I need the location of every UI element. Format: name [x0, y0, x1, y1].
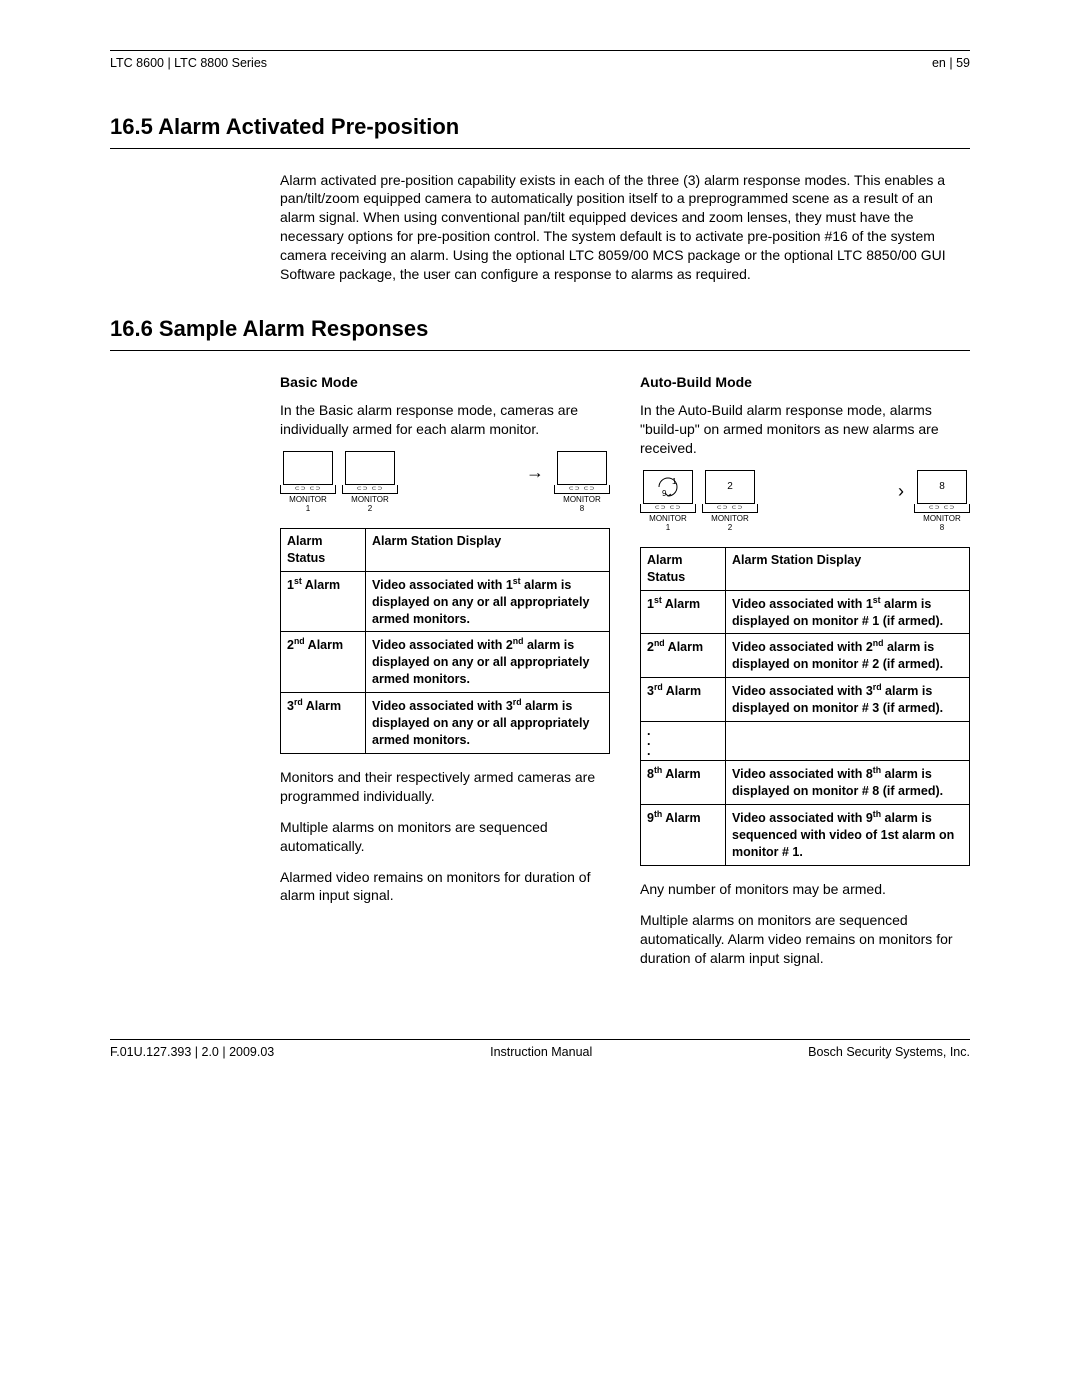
arrow-icon: →	[522, 460, 548, 504]
auto-th-status: Alarm Status	[641, 547, 726, 590]
section-16-6-title: 16.6 Sample Alarm Responses	[110, 314, 970, 351]
table-row: 1st Alarm Video associated with 1st alar…	[641, 590, 970, 634]
table-row: 8th Alarm Video associated with 8th alar…	[641, 761, 970, 805]
svg-text:1: 1	[672, 477, 677, 486]
table-row: 1st Alarm Video associated with 1st alar…	[281, 571, 610, 632]
auto-th-display: Alarm Station Display	[726, 547, 970, 590]
section-16-5-body: Alarm activated pre-position capability …	[280, 171, 970, 284]
section-16-5-title: 16.5 Alarm Activated Pre-position	[110, 112, 970, 149]
auto-note-1: Any number of monitors may be armed.	[640, 880, 970, 899]
auto-alarm-table: Alarm Status Alarm Station Display 1st A…	[640, 547, 970, 866]
auto-build-column: Auto-Build Mode In the Auto-Build alarm …	[640, 373, 970, 980]
header-right: en | 59	[932, 55, 970, 72]
basic-heading: Basic Mode	[280, 373, 610, 392]
auto-note-2: Multiple alarms on monitors are sequence…	[640, 911, 970, 968]
basic-alarm-table: Alarm Status Alarm Station Display 1st A…	[280, 528, 610, 754]
footer-right: Bosch Security Systems, Inc.	[808, 1044, 970, 1061]
header-rule	[110, 50, 970, 51]
page-footer: F.01U.127.393 | 2.0 | 2009.03 Instructio…	[110, 1044, 970, 1061]
arrow-icon: ›	[894, 479, 908, 523]
monitor-8: 8⊂⊃ ⊂⊃ MONITOR8	[914, 470, 970, 533]
basic-monitor-row: ⊂⊃ ⊂⊃ MONITOR1 ⊂⊃ ⊂⊃ MONITOR2 → ⊂⊃ ⊂⊃ MO…	[280, 451, 610, 514]
footer-center: Instruction Manual	[490, 1044, 592, 1061]
basic-th-status: Alarm Status	[281, 528, 366, 571]
monitor-1: 1 9 ⊂⊃ ⊂⊃ MONITOR1	[640, 470, 696, 533]
table-row-dots: ...	[641, 722, 970, 761]
basic-intro: In the Basic alarm response mode, camera…	[280, 401, 610, 439]
monitor-8: ⊂⊃ ⊂⊃ MONITOR8	[554, 451, 610, 514]
footer-left: F.01U.127.393 | 2.0 | 2009.03	[110, 1044, 274, 1061]
basic-note-3: Alarmed video remains on monitors for du…	[280, 868, 610, 906]
auto-monitor-row: 1 9 ⊂⊃ ⊂⊃ MONITOR1 2⊂⊃ ⊂⊃ MONITOR2 › 8⊂⊃…	[640, 470, 970, 533]
table-row: 3rd Alarm Video associated with 3rd alar…	[281, 693, 610, 754]
page-header: LTC 8600 | LTC 8800 Series en | 59	[110, 55, 970, 72]
table-row: 2nd Alarm Video associated with 2nd alar…	[641, 634, 970, 678]
svg-text:9: 9	[662, 489, 667, 498]
auto-intro: In the Auto-Build alarm response mode, a…	[640, 401, 970, 458]
auto-heading: Auto-Build Mode	[640, 373, 970, 392]
header-left: LTC 8600 | LTC 8800 Series	[110, 55, 267, 72]
monitor-2: ⊂⊃ ⊂⊃ MONITOR2	[342, 451, 398, 514]
table-row: 3rd Alarm Video associated with 3rd alar…	[641, 678, 970, 722]
two-column-layout: Basic Mode In the Basic alarm response m…	[280, 373, 970, 980]
basic-note-2: Multiple alarms on monitors are sequence…	[280, 818, 610, 856]
basic-mode-column: Basic Mode In the Basic alarm response m…	[280, 373, 610, 980]
table-row: 2nd Alarm Video associated with 2nd alar…	[281, 632, 610, 693]
monitor-1: ⊂⊃ ⊂⊃ MONITOR1	[280, 451, 336, 514]
footer-rule	[110, 1039, 970, 1040]
basic-note-1: Monitors and their respectively armed ca…	[280, 768, 610, 806]
table-row: 9th Alarm Video associated with 9th alar…	[641, 805, 970, 866]
monitor-2: 2⊂⊃ ⊂⊃ MONITOR2	[702, 470, 758, 533]
basic-th-display: Alarm Station Display	[366, 528, 610, 571]
